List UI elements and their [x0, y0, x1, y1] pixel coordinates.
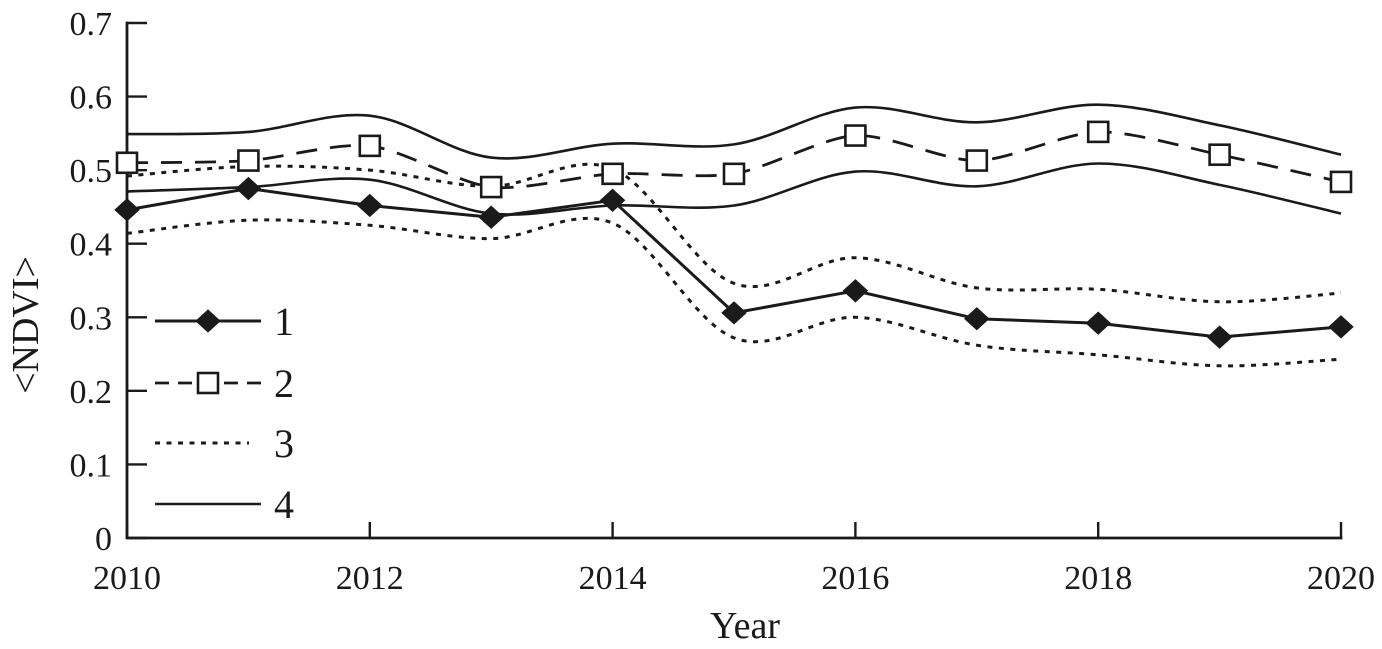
x-tick-label: 2010: [93, 560, 161, 597]
x-tick-label: 2020: [1307, 560, 1375, 597]
legend-label-4: 4: [274, 482, 294, 527]
y-tick-label: 0.6: [70, 80, 113, 117]
series-1-diamond-marker: [964, 307, 990, 331]
y-tick-label: 0.3: [70, 300, 113, 337]
series-2-square-marker: [115, 151, 139, 175]
y-tick-label: 0.1: [70, 447, 113, 484]
y-tick-label: 0.5: [70, 153, 113, 190]
series-2-square-marker: [844, 124, 867, 147]
legend-label-2: 2: [274, 361, 294, 406]
series-1-diamond-marker: [114, 198, 140, 222]
series-1-diamond-marker: [1328, 315, 1354, 339]
series-2-square-marker: [1329, 170, 1353, 194]
series-2-square-marker: [722, 162, 746, 186]
axes: [125, 21, 1343, 540]
series-2-square-marker: [1086, 120, 1110, 144]
x-tick-label: 2016: [821, 560, 889, 597]
series-4-lower-line: [126, 162, 1342, 216]
y-tick-label: 0.7: [70, 6, 113, 43]
y-tick-label: 0: [95, 521, 112, 558]
series-2-square-marker: [237, 149, 260, 172]
series-4-upper-line: [126, 103, 1342, 160]
series-2-square-marker: [965, 149, 989, 172]
series-1-diamond-marker: [721, 301, 747, 325]
y-tick-label: 0.2: [70, 374, 113, 411]
series-2-square-marker: [479, 175, 503, 199]
x-axis-title: Year: [710, 605, 780, 647]
legend-label-1: 1: [274, 299, 294, 344]
series-1-diamond-marker: [1206, 325, 1233, 349]
series-3-upper-line: [126, 162, 1342, 304]
series-2-square-marker: [1208, 143, 1231, 166]
x-tick-label: 2012: [336, 560, 404, 597]
series-1-diamond-marker: [235, 176, 262, 201]
y-tick-label: 0.4: [70, 227, 113, 264]
plot-area: 0 0.1 0.2 0.3 0.4 0.5 0.6 0.7 2010 2012 2014 2016 20…: [70, 6, 1376, 597]
legend-diamond-marker: [195, 309, 221, 333]
series-1-diamond-marker: [599, 188, 626, 212]
series-1-diamond-marker: [842, 279, 869, 303]
series-3-lower-line: [126, 216, 1342, 368]
series-2-square-marker: [358, 134, 382, 158]
legend-square-marker: [196, 371, 220, 395]
series-2-square-marker: [601, 162, 624, 186]
x-tick-label: 2018: [1064, 560, 1132, 597]
x-tick-label: 2014: [579, 560, 647, 597]
series-1-diamond-marker: [357, 193, 383, 218]
y-axis-title: <NDVI>: [5, 256, 47, 394]
series-1-diamond-marker: [478, 205, 504, 229]
legend-label-3: 3: [274, 421, 294, 466]
series-1-diamond-marker: [1085, 311, 1111, 335]
